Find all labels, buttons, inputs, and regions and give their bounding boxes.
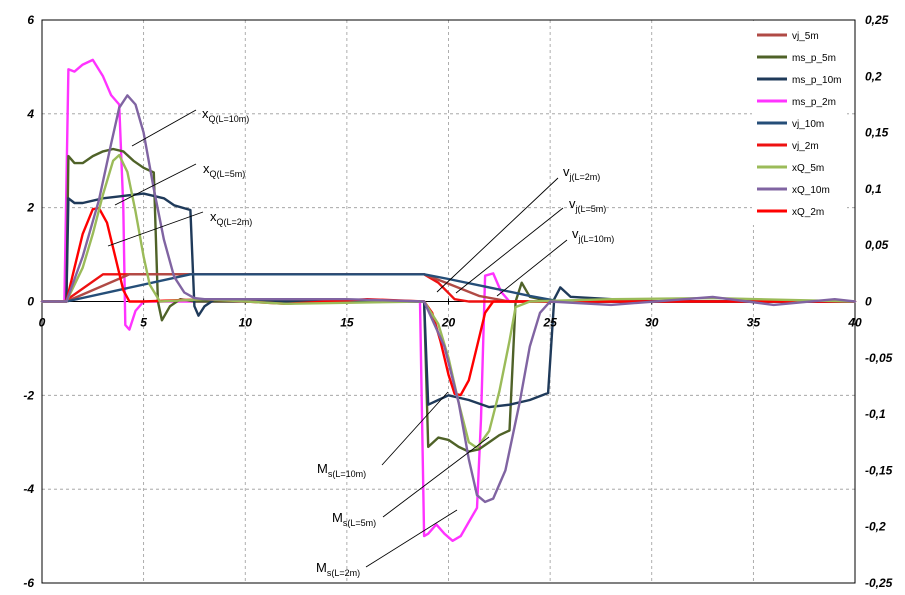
y-tick-label: 6 [27,13,34,27]
annotation-label: Ms(L=5m) [332,510,376,528]
annotation-leader-line [114,163,197,206]
annotation-label: xQ(L=10m) [202,106,249,124]
annotation-leader-line [436,177,559,293]
x-tick-label: 35 [747,316,761,330]
x-tick-label: 0 [39,316,46,330]
x-tick-label: 30 [645,316,659,330]
annotation-symbol: M [317,461,328,476]
y-tick-label: 4 [26,107,34,121]
legend-entry-ms_p_2m: ms_p_2m [792,97,836,108]
tick-labels: 0 5 10 15 20 25 30 35 406420-2-4-60,250,20,150,1… [23,13,892,590]
annotation-symbol: x [203,161,210,176]
annotation-subscript: s(L=5m) [343,518,376,528]
x-tick-label: 40 [847,316,862,330]
annotation-subscript: Q(L=2m) [217,217,253,227]
legend: vj_5m ms_p_5m ms_p_10m ms_p_2m vj_10m vj_2m xQ… [752,21,847,225]
y-tick-label: -2 [23,388,34,402]
y-tick-label: 2 [26,201,34,215]
y2-tick-label: 0,25 [865,13,889,27]
annotations: xQ(L=10m)xQ(L=5m)xQ(L=2m)vj(L=2m)vj(L=5m… [107,106,614,578]
x-tick-label: 10 [239,316,253,330]
y-tick-label: 0 [27,295,34,309]
y-tick-label: -6 [23,576,34,590]
annotation-subscript: j(L=2m) [569,172,601,182]
annotation-leader-line [381,391,449,466]
x-tick-label: 5 [140,316,147,330]
annotation-leader-line [455,207,564,294]
annotation-symbol: x [210,209,217,224]
legend-entry-xQ_10m: xQ_10m [792,185,830,196]
y-tick-label: -4 [23,482,34,496]
legend-entry-ms_p_5m: ms_p_5m [792,53,836,64]
y2-tick-label: 0,2 [865,69,882,83]
y2-tick-label: -0,15 [865,463,893,477]
legend-entry-vj_10m: vj_10m [792,119,824,130]
annotation-leader-line [365,509,458,568]
annotation-subscript: Q(L=5m) [210,169,246,179]
series-lines [40,58,857,542]
legend-entry-vj_2m: vj_2m [792,141,819,152]
annotation-leader-line [131,109,197,147]
annotation-subscript: j(L=5m) [575,204,607,214]
y2-tick-label: 0,05 [865,238,889,252]
legend-entry-ms_p_10m: ms_p_10m [792,75,841,86]
annotation-subscript: s(L=10m) [328,469,366,479]
y2-tick-label: -0,05 [865,351,893,365]
legend-entry-xQ_5m: xQ_5m [792,163,824,174]
annotation-label: vj(L=10m) [572,226,614,244]
annotation-label: Ms(L=2m) [316,560,360,578]
legend-entry-vj_5m: vj_5m [792,31,819,42]
annotation-label: xQ(L=2m) [210,209,252,227]
annotation-symbol: v [563,164,570,179]
series-line-xQ_5m [40,153,857,450]
annotation-subscript: s(L=2m) [327,568,360,578]
x-tick-label: 20 [441,316,456,330]
annotation-symbol: M [316,560,327,575]
annotation-leader-line [382,436,490,518]
annotation-symbol: v [572,226,579,241]
x-tick-label: 25 [542,316,557,330]
annotation-label: vj(L=5m) [569,196,606,214]
annotation-subscript: j(L=10m) [578,234,615,244]
annotation-label: xQ(L=5m) [203,161,245,179]
y2-tick-label: -0,25 [865,576,893,590]
series-line-xQ_10m [40,94,857,504]
annotation-symbol: v [569,196,576,211]
annotation-label: vj(L=2m) [563,164,600,182]
y2-tick-label: 0,1 [865,182,882,196]
annotation-leader-line [107,211,204,247]
annotation-leader-line [496,239,568,297]
x-tick-label: 15 [340,316,354,330]
y2-tick-label: 0 [865,295,872,309]
annotation-label: Ms(L=10m) [317,461,366,479]
annotation-symbol: x [202,106,209,121]
y2-tick-label: -0,2 [865,520,886,534]
y2-tick-label: -0,1 [865,407,886,421]
y2-tick-label: 0,15 [865,126,889,140]
annotation-subscript: Q(L=10m) [209,114,250,124]
legend-entry-xQ_2m: xQ_2m [792,207,824,218]
annotation-symbol: M [332,510,343,525]
